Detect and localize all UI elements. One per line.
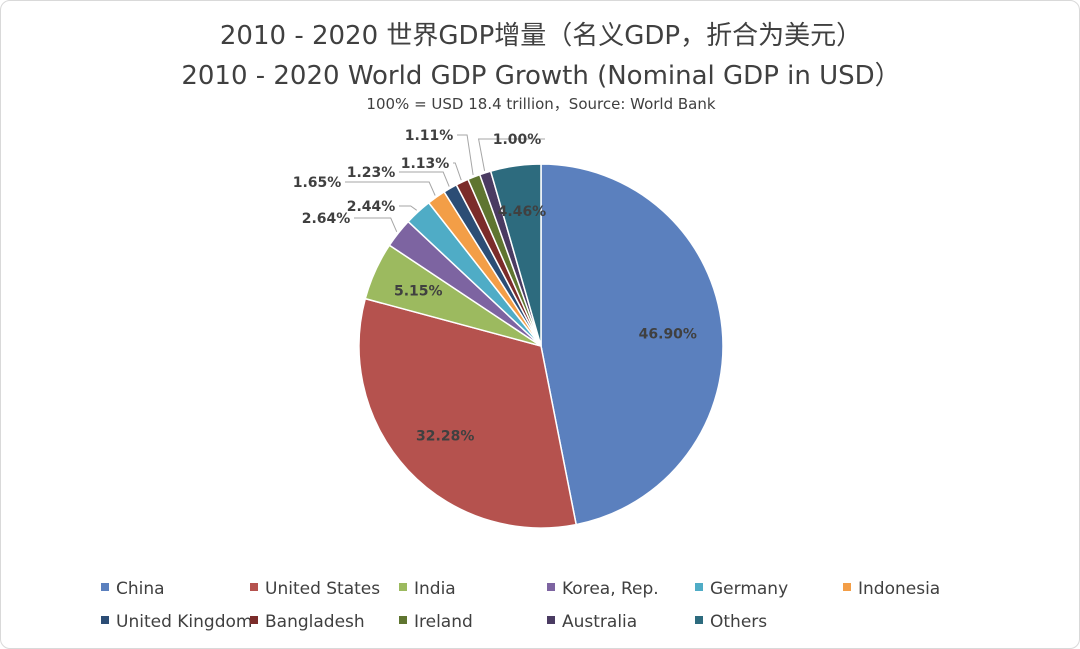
- legend-item-germany: Germany: [695, 579, 788, 599]
- leader-line-germany: [399, 205, 418, 211]
- legend-swatch-india: [399, 583, 407, 591]
- legend-item-others: Others: [695, 612, 767, 632]
- leader-line-korea-rep: [354, 217, 398, 232]
- pie-slice-united-states: [358, 297, 578, 529]
- leader-line-indonesia: [345, 181, 436, 196]
- legend-swatch-australia: [547, 616, 555, 624]
- data-label-china: 46.90%: [639, 327, 697, 343]
- legend-swatch-korea-rep: [547, 583, 555, 591]
- legend-label-germany: Germany: [710, 579, 789, 599]
- leader-line-united-kingdom: [399, 171, 450, 187]
- legend-item-australia: Australia: [547, 612, 637, 632]
- legend-swatch-ireland: [399, 616, 407, 624]
- chart-title-english: 2010 - 2020 World GDP Growth (Nominal GD…: [181, 61, 901, 91]
- chart-title-chinese: 2010 - 2020 世界GDP增量（名义GDP，折合为美元）: [219, 21, 863, 51]
- leader-line-bangladesh: [453, 162, 462, 181]
- legend-label-china: China: [116, 579, 165, 599]
- data-label-ireland: 1.11%: [405, 128, 454, 144]
- legend-swatch-united-kingdom: [101, 616, 109, 624]
- legend-label-indonesia: Indonesia: [858, 579, 941, 599]
- legend-label-australia: Australia: [562, 612, 638, 632]
- legend-label-others: Others: [710, 612, 768, 632]
- legend-swatch-indonesia: [843, 583, 851, 591]
- data-label-united-kingdom: 1.23%: [347, 165, 396, 181]
- legend-item-india: India: [399, 579, 456, 599]
- legend-label-korea-rep: Korea, Rep.: [562, 579, 659, 599]
- data-label-indonesia: 1.65%: [293, 175, 342, 191]
- legend-swatch-bangladesh: [250, 616, 258, 624]
- legend-label-united-kingdom: United Kingdom: [116, 612, 253, 632]
- legend-label-ireland: Ireland: [414, 612, 473, 632]
- leader-line-australia: [477, 138, 545, 171]
- legend-item-indonesia: Indonesia: [843, 579, 940, 599]
- data-label-india: 5.15%: [394, 283, 443, 299]
- pie-slice-others: [489, 163, 542, 347]
- legend-swatch-germany: [695, 583, 703, 591]
- pie-slice-china: [540, 163, 724, 526]
- legend-label-bangladesh: Bangladesh: [265, 612, 365, 632]
- data-label-korea-rep: 2.64%: [302, 211, 351, 227]
- data-label-germany: 2.44%: [347, 199, 396, 215]
- legend-item-united-states: United States: [250, 579, 380, 599]
- leader-line-ireland: [457, 134, 474, 176]
- legend-item-united-kingdom: United Kingdom: [101, 612, 252, 632]
- legend-label-united-states: United States: [265, 579, 381, 599]
- data-label-united-states: 32.28%: [416, 428, 474, 444]
- legend-swatch-others: [695, 616, 703, 624]
- chart-subtitle: 100% = USD 18.4 trillion，Source: World B…: [366, 95, 716, 113]
- legend-item-korea-rep: Korea, Rep.: [547, 579, 659, 599]
- data-label-others: 4.46%: [498, 204, 547, 220]
- legend-item-china: China: [101, 579, 165, 599]
- legend-swatch-united-states: [250, 583, 258, 591]
- legend-item-ireland: Ireland: [399, 612, 473, 632]
- legend-label-india: India: [414, 579, 456, 599]
- data-label-bangladesh: 1.13%: [401, 156, 450, 172]
- data-label-australia: 1.00%: [493, 132, 542, 148]
- legend-swatch-china: [101, 583, 109, 591]
- legend-item-bangladesh: Bangladesh: [250, 612, 365, 632]
